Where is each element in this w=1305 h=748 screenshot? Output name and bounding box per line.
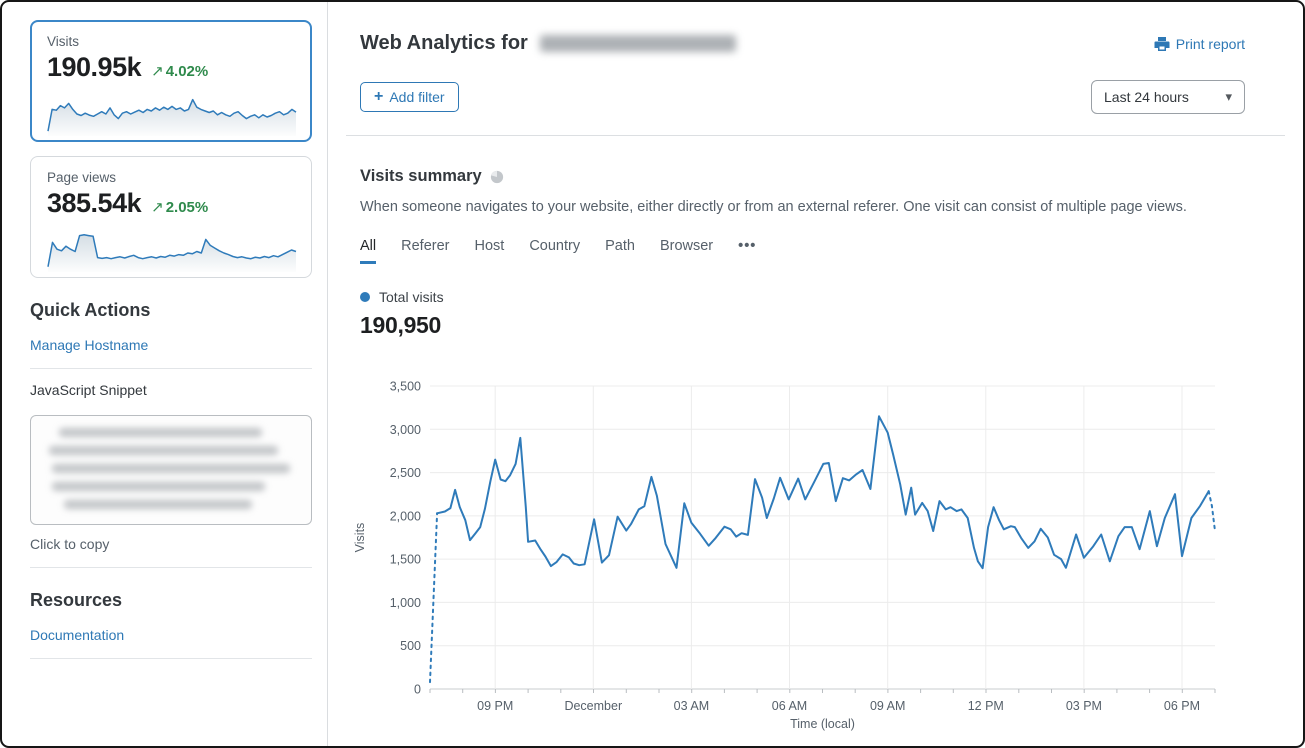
divider (30, 368, 312, 369)
trend-up-icon: ↗ (151, 199, 164, 216)
sidebar-divider (327, 2, 328, 746)
svg-text:December: December (564, 699, 622, 713)
svg-text:2,500: 2,500 (390, 466, 421, 480)
main-panel: Web Analytics for Print report + Add fil… (328, 2, 1285, 746)
printer-icon (1154, 36, 1170, 51)
page-title: Web Analytics for (360, 32, 528, 54)
trend-up-icon: ↗ (151, 63, 164, 80)
metric-value: 385.54k (47, 188, 142, 218)
svg-text:Visits: Visits (353, 523, 367, 553)
svg-text:0: 0 (414, 683, 421, 697)
svg-text:03 PM: 03 PM (1066, 699, 1102, 713)
quick-actions-title: Quick Actions (30, 300, 151, 320)
time-range-value: Last 24 hours (1104, 89, 1189, 105)
tab-path[interactable]: Path (605, 238, 635, 254)
visits-summary-description: When someone navigates to your website, … (360, 199, 1187, 215)
metric-card-visits[interactable]: Visits 190.95k ↗ 4.02% (30, 20, 312, 142)
svg-text:03 AM: 03 AM (674, 699, 709, 713)
manage-hostname-link[interactable]: Manage Hostname (30, 337, 149, 353)
legend-dot (360, 292, 370, 302)
svg-text:1,500: 1,500 (390, 553, 421, 567)
javascript-snippet-box[interactable] (30, 415, 312, 525)
documentation-link[interactable]: Documentation (30, 627, 125, 643)
tab-referer[interactable]: Referer (401, 238, 450, 254)
print-report-link[interactable]: Print report (1154, 36, 1245, 52)
divider (30, 567, 312, 568)
svg-text:12 PM: 12 PM (968, 699, 1004, 713)
tab-host[interactable]: Host (474, 238, 505, 254)
click-to-copy-hint: Click to copy (30, 536, 110, 552)
svg-text:3,500: 3,500 (390, 380, 421, 394)
help-pie-icon[interactable] (490, 170, 504, 184)
svg-text:Time (local): Time (local) (790, 717, 855, 731)
tab-all[interactable]: All (360, 238, 377, 264)
resources-title: Resources (30, 590, 123, 610)
svg-text:500: 500 (400, 639, 421, 653)
metric-delta: ↗ 2.05% (151, 199, 209, 216)
svg-text:06 PM: 06 PM (1164, 699, 1200, 713)
svg-text:1,000: 1,000 (390, 596, 421, 610)
sidebar: Visits 190.95k ↗ 4.02% Page views 385.54k… (30, 20, 312, 659)
metric-value: 190.95k (47, 52, 142, 82)
metric-card-page-views[interactable]: Page views 385.54k ↗ 2.05% (30, 156, 312, 278)
add-filter-button[interactable]: + Add filter (360, 82, 459, 112)
svg-text:2,000: 2,000 (390, 509, 421, 523)
redacted-code (44, 428, 298, 509)
tab-more[interactable]: ••• (738, 238, 757, 254)
time-range-select[interactable]: Last 24 hours ▾ (1091, 80, 1245, 114)
divider (30, 658, 312, 659)
dimension-tabs: All Referer Host Country Path Browser ••… (328, 238, 1285, 264)
svg-text:06 AM: 06 AM (772, 699, 807, 713)
legend-label: Total visits (379, 289, 444, 305)
metric-label: Visits (47, 34, 80, 49)
metric-delta: ↗ 4.02% (151, 63, 209, 80)
plus-icon: + (374, 88, 384, 105)
javascript-snippet-label: JavaScript Snippet (30, 382, 147, 398)
svg-text:3,000: 3,000 (390, 423, 421, 437)
visits-summary-title: Visits summary (360, 167, 482, 185)
chevron-down-icon: ▾ (1225, 89, 1232, 104)
total-visits-value: 190,950 (360, 312, 442, 338)
metric-label: Page views (47, 170, 117, 185)
tab-browser[interactable]: Browser (659, 238, 714, 254)
site-domain-redacted (539, 35, 736, 52)
svg-text:09 AM: 09 AM (870, 699, 905, 713)
svg-text:09 PM: 09 PM (477, 699, 513, 713)
visits-chart[interactable]: 0 500 1,000 1,500 2,000 2,500 3,000 3,500 09 PM D… (348, 374, 1242, 737)
page-views-sparkline (47, 234, 297, 272)
visits-sparkline (47, 98, 297, 136)
header-divider (346, 135, 1285, 136)
tab-country[interactable]: Country (529, 238, 581, 254)
